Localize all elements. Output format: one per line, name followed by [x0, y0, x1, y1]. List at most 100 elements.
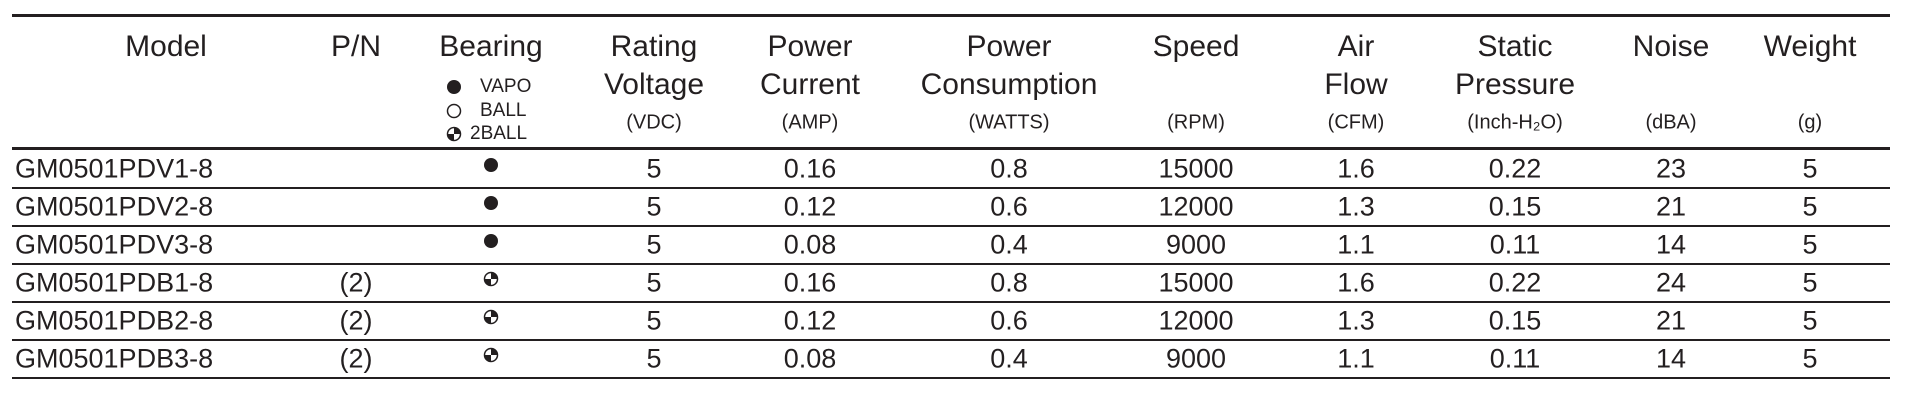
- top-rule: [12, 14, 1890, 17]
- column-unit: (dBA): [1645, 111, 1697, 134]
- data-cell: 9000: [1165, 229, 1227, 260]
- model-cell: GM0501PDB2-8: [15, 305, 214, 336]
- data-cell: 5: [1802, 267, 1818, 298]
- column-title: Flow: [1324, 68, 1388, 101]
- model-cell: GM0501PDV3-8: [15, 229, 214, 260]
- column-title: Static: [1477, 30, 1553, 63]
- data-cell: 5: [1802, 229, 1818, 260]
- data-cell: 5: [646, 305, 662, 336]
- data-cell: 1.3: [1337, 305, 1375, 336]
- column-title: Speed: [1152, 30, 1240, 63]
- column-title: Pressure: [1454, 68, 1576, 101]
- column-title: P/N: [330, 30, 382, 63]
- data-cell: 0.8: [990, 153, 1028, 184]
- column-title: Air: [1337, 30, 1375, 63]
- model-cell: GM0501PDV2-8: [15, 191, 214, 222]
- model-cell: GM0501PDB3-8: [15, 343, 214, 374]
- data-cell: 0.08: [783, 343, 837, 374]
- data-cell: 24: [1655, 267, 1687, 298]
- data-cell: 0.6: [990, 305, 1028, 336]
- column-title: Rating: [610, 30, 698, 63]
- data-cell: 0.4: [990, 343, 1028, 374]
- data-cell: 0.11: [1489, 343, 1541, 374]
- data-cell: 5: [646, 343, 662, 374]
- data-cell: (2): [339, 267, 373, 298]
- legend-label: VAPO: [480, 76, 532, 97]
- data-cell: 0.4: [990, 229, 1028, 260]
- data-cell: 0.6: [990, 191, 1028, 222]
- data-cell: 0.16: [783, 267, 837, 298]
- model-cell: GM0501PDV1-8: [15, 153, 214, 184]
- data-cell: 1.1: [1337, 343, 1375, 374]
- data-cell: 14: [1655, 229, 1687, 260]
- row-rule: [12, 187, 1890, 189]
- data-cell: 23: [1655, 153, 1687, 184]
- column-title: Weight: [1763, 30, 1857, 63]
- column-title: Power: [767, 30, 853, 63]
- column-unit: (VDC): [626, 111, 682, 134]
- row-rule: [12, 377, 1890, 379]
- bearing-icon: [446, 126, 462, 142]
- column-unit: (AMP): [781, 111, 839, 134]
- data-cell: 5: [646, 229, 662, 260]
- data-cell: 5: [1802, 343, 1818, 374]
- row-rule: [12, 263, 1890, 265]
- data-cell: 5: [1802, 153, 1818, 184]
- data-cell: 5: [646, 191, 662, 222]
- data-cell: 21: [1655, 305, 1687, 336]
- data-cell: 1.1: [1337, 229, 1375, 260]
- data-cell: 0.22: [1488, 267, 1542, 298]
- data-cell: 12000: [1158, 191, 1234, 222]
- data-cell: 1.3: [1337, 191, 1375, 222]
- row-rule: [12, 301, 1890, 303]
- data-cell: 0.22: [1488, 153, 1542, 184]
- data-cell: 5: [1802, 305, 1818, 336]
- data-cell: 5: [646, 267, 662, 298]
- data-cell: 0.8: [990, 267, 1028, 298]
- model-cell: GM0501PDB1-8: [15, 267, 214, 298]
- data-cell: 5: [646, 153, 662, 184]
- data-cell: 1.6: [1337, 267, 1375, 298]
- data-cell: 15000: [1158, 267, 1234, 298]
- data-cell: 9000: [1165, 343, 1227, 374]
- column-unit: (RPM): [1167, 111, 1225, 134]
- data-cell: 0.15: [1488, 191, 1542, 222]
- bearing-icon: [483, 347, 499, 363]
- column-title: Bearing: [439, 30, 543, 63]
- bearing-icon: [447, 80, 461, 94]
- bearing-icon: [446, 103, 462, 118]
- column-title: Current: [759, 68, 861, 101]
- column-unit: (Inch-H₂O): [1467, 111, 1563, 134]
- legend-label: 2BALL: [470, 123, 528, 144]
- bearing-icon: [483, 309, 499, 325]
- data-cell: 15000: [1158, 153, 1234, 184]
- column-title: Model: [125, 30, 207, 63]
- data-cell: 0.16: [783, 153, 837, 184]
- data-cell: 1.6: [1337, 153, 1375, 184]
- row-rule: [12, 339, 1890, 341]
- column-unit: (WATTS): [968, 111, 1050, 134]
- column-unit: (CFM): [1327, 111, 1385, 134]
- column-title: Noise: [1632, 30, 1710, 63]
- legend-label: BALL: [480, 99, 527, 121]
- bearing-icon: [484, 196, 498, 210]
- data-cell: (2): [339, 305, 373, 336]
- column-title: Voltage: [603, 68, 705, 101]
- column-unit: (g): [1797, 111, 1823, 134]
- data-cell: 0.11: [1489, 229, 1541, 260]
- data-cell: 0.15: [1488, 305, 1542, 336]
- data-cell: 14: [1655, 343, 1687, 374]
- data-cell: 21: [1655, 191, 1687, 222]
- bearing-icon: [484, 158, 498, 172]
- bearing-icon: [484, 234, 498, 248]
- column-title: Power: [966, 30, 1052, 63]
- bearing-icon: [483, 271, 499, 287]
- data-cell: 12000: [1158, 305, 1234, 336]
- data-cell: 0.08: [783, 229, 837, 260]
- header-rule: [12, 147, 1890, 150]
- data-cell: (2): [339, 343, 373, 374]
- data-cell: 5: [1802, 191, 1818, 222]
- data-cell: 0.12: [783, 191, 837, 222]
- data-cell: 0.12: [783, 305, 837, 336]
